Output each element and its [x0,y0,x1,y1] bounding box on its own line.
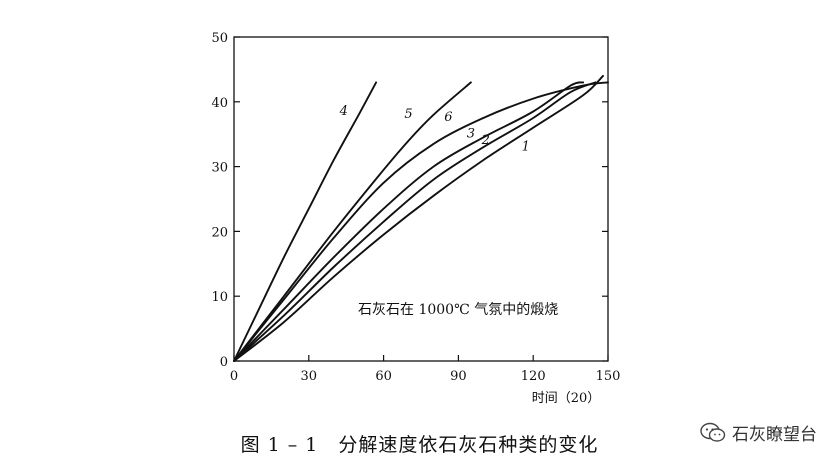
series-curve-2 [233,81,597,362]
axis-ticks: 0 30 60 90 120 150 0 10 20 30 40 50 [211,31,620,384]
y-tick-label: 20 [211,225,228,240]
x-tick-label: 150 [596,369,621,384]
chart-annotation: 石灰石在 1000℃ 气氛中的煅烧 [358,302,558,318]
plot-frame [233,36,609,362]
x-tick-label: 120 [521,369,546,384]
y-tick-label: 50 [211,31,228,46]
series-label-4: 4 [339,104,348,119]
series-curve-6 [233,81,609,362]
y-tick-label: 0 [220,355,228,370]
series-curve-1 [233,74,604,362]
series-curve-4 [233,81,378,362]
series-label-2: 2 [481,133,490,148]
series-label-3: 3 [467,126,475,141]
x-tick-label: 0 [230,369,238,384]
wechat-icon [700,422,726,442]
series-label-6: 6 [444,110,452,125]
figure-caption: 图 1 – 1 分解速度依石灰石种类的变化 [240,434,599,456]
brand-badge: 石灰瞭望台 [700,420,817,445]
series-curve-3 [233,81,585,362]
brand-label: 石灰瞭望台 [732,425,817,445]
x-tick-label: 60 [375,369,392,384]
y-tick-label: 40 [211,96,228,111]
series-curves [233,74,609,362]
series-curve-5 [233,81,472,362]
y-tick-label: 10 [211,290,228,305]
series-label-5: 5 [404,107,412,122]
x-axis-label: 时间（20） [532,391,601,406]
x-tick-label: 90 [450,369,467,384]
series-label-1: 1 [522,139,530,154]
y-tick-label: 30 [211,161,228,176]
series-labels: 1 236 5 4 [339,104,530,155]
x-tick-label: 30 [301,369,318,384]
